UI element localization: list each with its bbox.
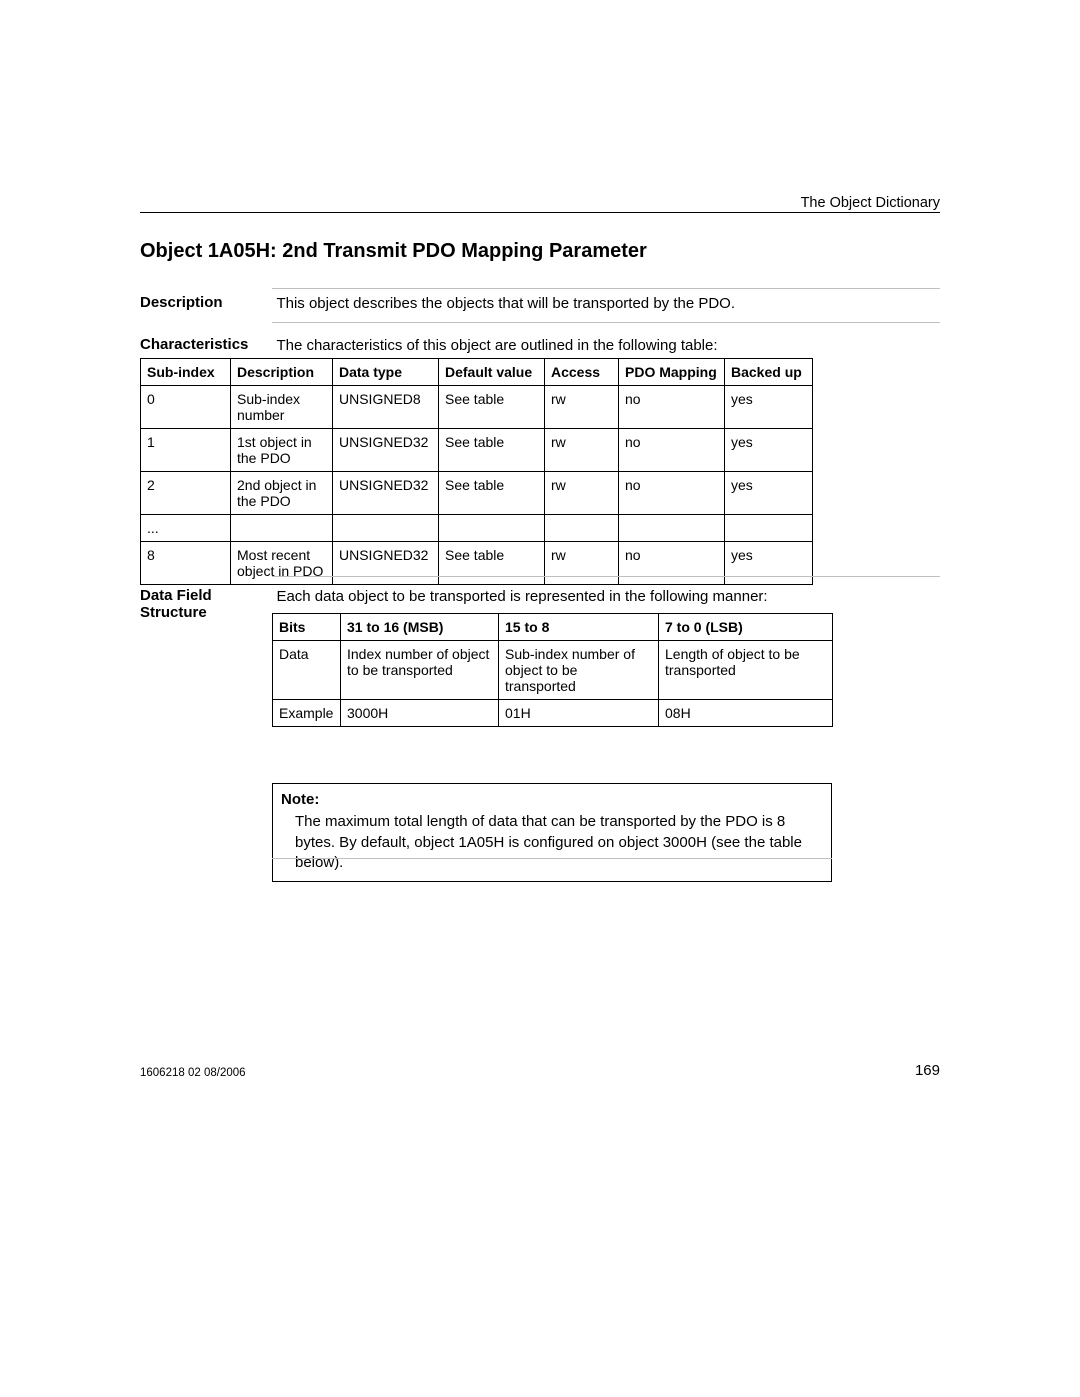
table-cell: rw xyxy=(545,386,619,429)
table-cell: rw xyxy=(545,542,619,585)
table-cell: ... xyxy=(141,515,231,542)
table-cell: UNSIGNED32 xyxy=(333,429,439,472)
col-default-value: Default value xyxy=(439,359,545,386)
table-cell: 8 xyxy=(141,542,231,585)
rule xyxy=(272,858,832,859)
label-description: Description xyxy=(140,294,272,311)
footer-left: 1606218 02 08/2006 xyxy=(140,1067,246,1079)
table-cell: no xyxy=(619,472,725,515)
text-characteristics-intro: The characteristics of this object are o… xyxy=(276,336,936,356)
table-cell: 1 xyxy=(141,429,231,472)
table-cell: no xyxy=(619,542,725,585)
characteristics-table: Sub-index Description Data type Default … xyxy=(140,358,813,585)
table-cell: 3000H xyxy=(341,700,499,727)
table-row: 22nd object in the PDOUNSIGNED32See tabl… xyxy=(141,472,813,515)
table-cell: rw xyxy=(545,472,619,515)
page-title: Object 1A05H: 2nd Transmit PDO Mapping P… xyxy=(140,240,647,263)
label-characteristics: Characteristics xyxy=(140,336,272,353)
table-cell: no xyxy=(619,429,725,472)
table-cell: Data xyxy=(273,641,341,700)
table-row: ... xyxy=(141,515,813,542)
table-row: 11st object in the PDOUNSIGNED32See tabl… xyxy=(141,429,813,472)
top-rule xyxy=(140,212,940,213)
rule xyxy=(272,576,940,577)
col-msb: 31 to 16 (MSB) xyxy=(341,614,499,641)
table-cell: UNSIGNED32 xyxy=(333,542,439,585)
page: The Object Dictionary Object 1A05H: 2nd … xyxy=(0,0,1080,1397)
col-access: Access xyxy=(545,359,619,386)
table-cell: 01H xyxy=(499,700,659,727)
table-cell: rw xyxy=(545,429,619,472)
col-description: Description xyxy=(231,359,333,386)
table-cell xyxy=(333,515,439,542)
header-right: The Object Dictionary xyxy=(801,195,940,211)
rule xyxy=(272,322,940,323)
label-data-field-structure: Data Field Structure xyxy=(140,587,272,621)
table-cell xyxy=(231,515,333,542)
footer-page-number: 169 xyxy=(915,1062,940,1079)
table-cell xyxy=(439,515,545,542)
table-cell: yes xyxy=(725,429,813,472)
table-cell: no xyxy=(619,386,725,429)
col-mid: 15 to 8 xyxy=(499,614,659,641)
table-cell: See table xyxy=(439,386,545,429)
table-cell: 2nd object in the PDO xyxy=(231,472,333,515)
table-header-row: Sub-index Description Data type Default … xyxy=(141,359,813,386)
table-row: 0Sub-index numberUNSIGNED8See tablerwnoy… xyxy=(141,386,813,429)
section-description: Description This object describes the ob… xyxy=(140,294,940,314)
table-cell: Index number of object to be transported xyxy=(341,641,499,700)
data-field-structure-table: Bits 31 to 16 (MSB) 15 to 8 7 to 0 (LSB)… xyxy=(272,613,833,727)
text-dfs-intro: Each data object to be transported is re… xyxy=(276,587,936,607)
table-cell: 0 xyxy=(141,386,231,429)
table-cell: UNSIGNED8 xyxy=(333,386,439,429)
table-cell: Length of object to be transported xyxy=(659,641,833,700)
table-cell: yes xyxy=(725,386,813,429)
col-bits: Bits xyxy=(273,614,341,641)
col-data-type: Data type xyxy=(333,359,439,386)
col-backed-up: Backed up xyxy=(725,359,813,386)
table-cell: Most recent object in PDO xyxy=(231,542,333,585)
table-row: Example3000H01H08H xyxy=(273,700,833,727)
table-header-row: Bits 31 to 16 (MSB) 15 to 8 7 to 0 (LSB) xyxy=(273,614,833,641)
rule xyxy=(272,288,940,289)
note-box: Note: The maximum total length of data t… xyxy=(272,783,832,882)
text-description: This object describes the objects that w… xyxy=(276,294,936,314)
table-cell: 08H xyxy=(659,700,833,727)
table-cell xyxy=(619,515,725,542)
table-cell: See table xyxy=(439,429,545,472)
table-cell: Sub-index number xyxy=(231,386,333,429)
table-cell: yes xyxy=(725,472,813,515)
note-title: Note: xyxy=(281,790,823,810)
table-row: 8Most recent object in PDOUNSIGNED32See … xyxy=(141,542,813,585)
col-sub-index: Sub-index xyxy=(141,359,231,386)
table-cell: 1st object in the PDO xyxy=(231,429,333,472)
note-body: The maximum total length of data that ca… xyxy=(281,812,823,873)
col-lsb: 7 to 0 (LSB) xyxy=(659,614,833,641)
section-characteristics: Characteristics The characteristics of t… xyxy=(140,336,940,356)
table-cell: See table xyxy=(439,472,545,515)
table-cell xyxy=(545,515,619,542)
table-cell: See table xyxy=(439,542,545,585)
table-row: DataIndex number of object to be transpo… xyxy=(273,641,833,700)
table-cell: Example xyxy=(273,700,341,727)
table-cell: UNSIGNED32 xyxy=(333,472,439,515)
table-cell xyxy=(725,515,813,542)
table-cell: 2 xyxy=(141,472,231,515)
table-cell: Sub-index number of object to be transpo… xyxy=(499,641,659,700)
table-cell: yes xyxy=(725,542,813,585)
col-pdo-mapping: PDO Mapping xyxy=(619,359,725,386)
